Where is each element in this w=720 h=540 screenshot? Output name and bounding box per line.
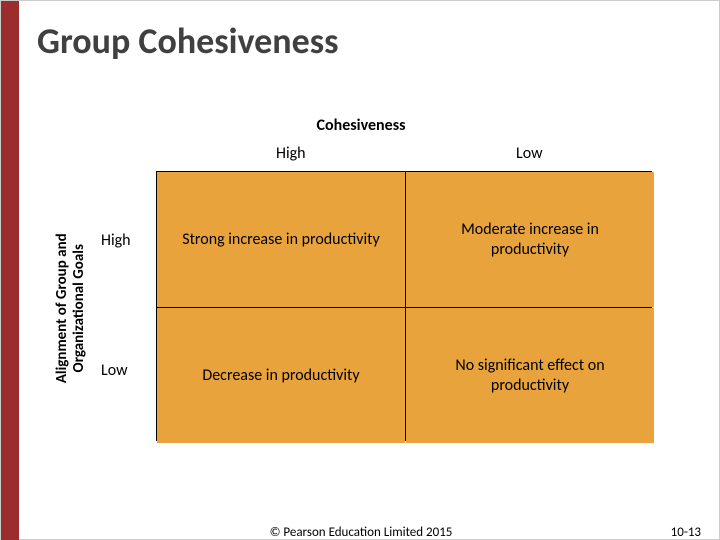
cell-high-low: Moderate increase in productivity (406, 172, 654, 307)
page-number: 10-13 (671, 525, 701, 540)
col-header-low: Low (516, 144, 543, 163)
matrix-grid: Strong increase in productivity Moderate… (156, 171, 652, 441)
col-header-high: High (276, 144, 306, 163)
cell-high-high: Strong increase in productivity (157, 172, 405, 307)
cohesiveness-matrix: Cohesiveness High Low Alignment of Group… (61, 116, 661, 466)
slide: Group Cohesiveness Cohesiveness High Low… (0, 0, 720, 540)
accent-bar (1, 1, 19, 540)
page-title: Group Cohesiveness (37, 19, 338, 63)
copyright-text: © Pearson Education Limited 2015 (1, 525, 720, 540)
cell-low-high: Decrease in productivity (157, 308, 405, 443)
cell-low-low: No significant effect on productivity (406, 308, 654, 443)
y-axis-wrap: Alignment of Group and Organizational Go… (51, 206, 81, 406)
row-header-low: Low (101, 361, 128, 380)
y-axis-title: Alignment of Group and Organizational Go… (54, 218, 89, 398)
x-axis-title: Cohesiveness (61, 116, 661, 135)
row-header-high: High (101, 231, 131, 250)
